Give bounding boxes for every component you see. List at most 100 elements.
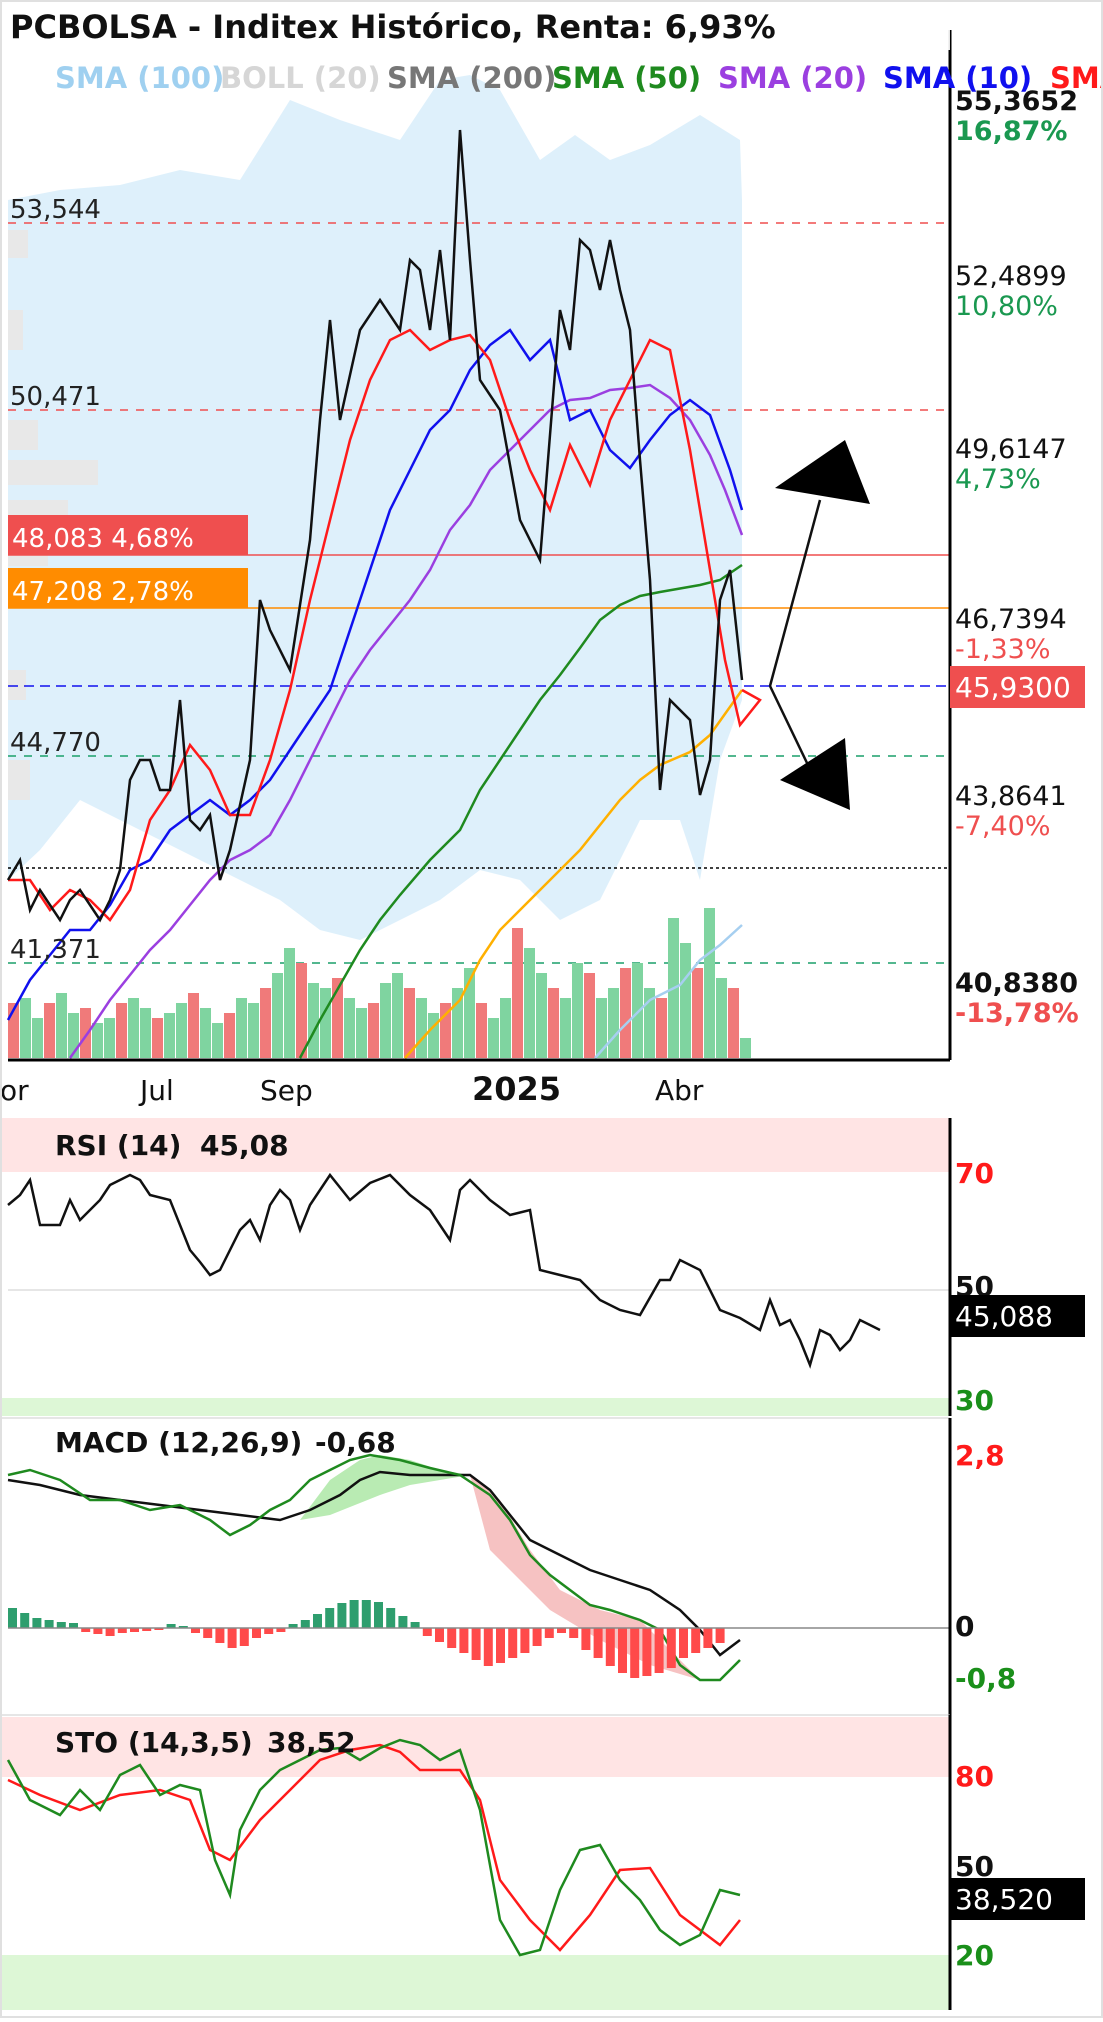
volume-bar [20,998,31,1058]
macd-histogram [8,1600,725,1678]
axis-price-43: 43,8641 [955,781,1067,812]
volume-bar [740,1038,751,1058]
volume-bar [356,1008,367,1058]
macd-histogram-bar [532,1628,542,1646]
level-label-44770: 44,770 [10,728,101,758]
volume-bar [116,1003,127,1058]
axis-pct-43: -7,40% [955,811,1051,842]
volume-bar [524,948,535,1058]
macd-histogram-bar [252,1628,261,1638]
macd-histogram-bar [105,1628,115,1636]
volume-bar [308,983,319,1058]
volume-bar [104,1018,115,1058]
rsi-panel: RSI (14) 45,08 70 50 45,088 30 [0,1118,1085,1417]
badge-47208-bg [8,568,248,608]
volume-bar [440,1003,451,1058]
volume-bar [500,998,511,1058]
macd-histogram-bar [361,1600,371,1628]
volume-bar [248,1003,259,1058]
sto-current-badge [950,1878,1085,1920]
volume-bar [236,998,247,1058]
rsi-axis-70: 70 [955,1157,994,1190]
macd-histogram-bar [166,1624,176,1628]
indicator-legend: SMA (100) BOLL (20) SMA (200) SMA (50) S… [55,61,1103,95]
sma50-orange-line [404,689,744,1059]
macd-histogram-bar [557,1628,566,1633]
macd-histogram-bar [691,1628,701,1653]
volume-bar [44,1003,55,1058]
volume-bar [548,988,559,1058]
macd-histogram-bar [569,1628,579,1638]
rsi-axis-30: 30 [955,1384,994,1417]
macd-histogram-bar [374,1602,383,1628]
projection-arrows [768,440,870,810]
macd-histogram-bar [154,1628,164,1630]
volume-bar [224,1013,235,1058]
main-price-panel: 53,544 50,471 44,770 41,371 48,083 4,68%… [0,30,1085,1108]
macd-histogram-bar [239,1628,249,1646]
volume-bar [200,1008,211,1058]
x-label-abr: Abr [655,1074,704,1107]
macd-histogram-bar [593,1628,603,1658]
level-label-50471: 50,471 [10,382,101,412]
volume-bar [560,998,571,1058]
macd-histogram-bar [288,1624,298,1628]
macd-fill [300,1455,470,1520]
macd-histogram-bar [618,1628,627,1673]
volume-bar [128,998,139,1058]
macd-histogram-bar [20,1613,30,1628]
bollinger-band [8,75,742,940]
volume-bar [296,963,307,1058]
level-label-41371: 41,371 [10,935,101,965]
sma10-line [6,328,744,1021]
sto-title: STO (14,3,5) [55,1726,253,1759]
axis-pct-52: 10,80% [955,291,1058,322]
volume-bar [344,998,355,1058]
sma20-line [68,383,744,1059]
volume-bar [176,1003,187,1058]
macd-histogram-bar [422,1628,432,1636]
sto-current-label: 38,520 [955,1883,1053,1916]
volume-bar [680,943,691,1058]
macd-histogram-bar [654,1628,664,1673]
volume-bar [92,1023,103,1058]
volume-bar [536,973,547,1058]
macd-histogram-bar [93,1628,103,1634]
volume-bar [320,988,331,1058]
axis-pct-46: -1,33% [955,634,1051,665]
macd-histogram-bar [142,1628,152,1631]
volume-bar [212,1023,223,1058]
x-label-2025: 2025 [472,1070,561,1108]
macd-histogram-bar [703,1628,713,1648]
volume-bar [488,1018,499,1058]
volume-bar [584,973,595,1058]
sto-value: 38,52 [267,1726,356,1759]
volume-bar [452,988,463,1058]
macd-histogram-bar [69,1623,78,1628]
macd-panel: MACD (12,26,9) -0,68 2,8 0 -0,8 [0,1417,1016,1715]
macd-histogram-bar [508,1628,518,1658]
chart-header: PCBOLSA - Inditex Histórico, Renta: 6,93… [0,0,1103,95]
volume-bar [164,1013,175,1058]
macd-histogram-bar [8,1608,17,1628]
price-line [6,129,744,923]
macd-histogram-bar [81,1628,91,1632]
badge-48083-bg [8,515,248,555]
volume-bar [8,1003,19,1058]
volume-bar [284,948,295,1058]
volume-bar [152,1018,163,1058]
x-label-fragment: or [0,1074,29,1107]
macd-title: MACD (12,26,9) [55,1426,302,1459]
volume-bars [8,908,751,1058]
rsi-line [7,1172,881,1369]
macd-histogram-bar [130,1628,139,1632]
macd-histogram-bar [56,1622,66,1628]
sto-k-line [6,1738,741,1957]
volume-bar [260,988,271,1058]
volume-bar [56,993,67,1058]
macd-histogram-bar [215,1628,225,1643]
sto-oversold-zone [0,1955,950,2010]
macd-histogram-bar [483,1628,493,1666]
